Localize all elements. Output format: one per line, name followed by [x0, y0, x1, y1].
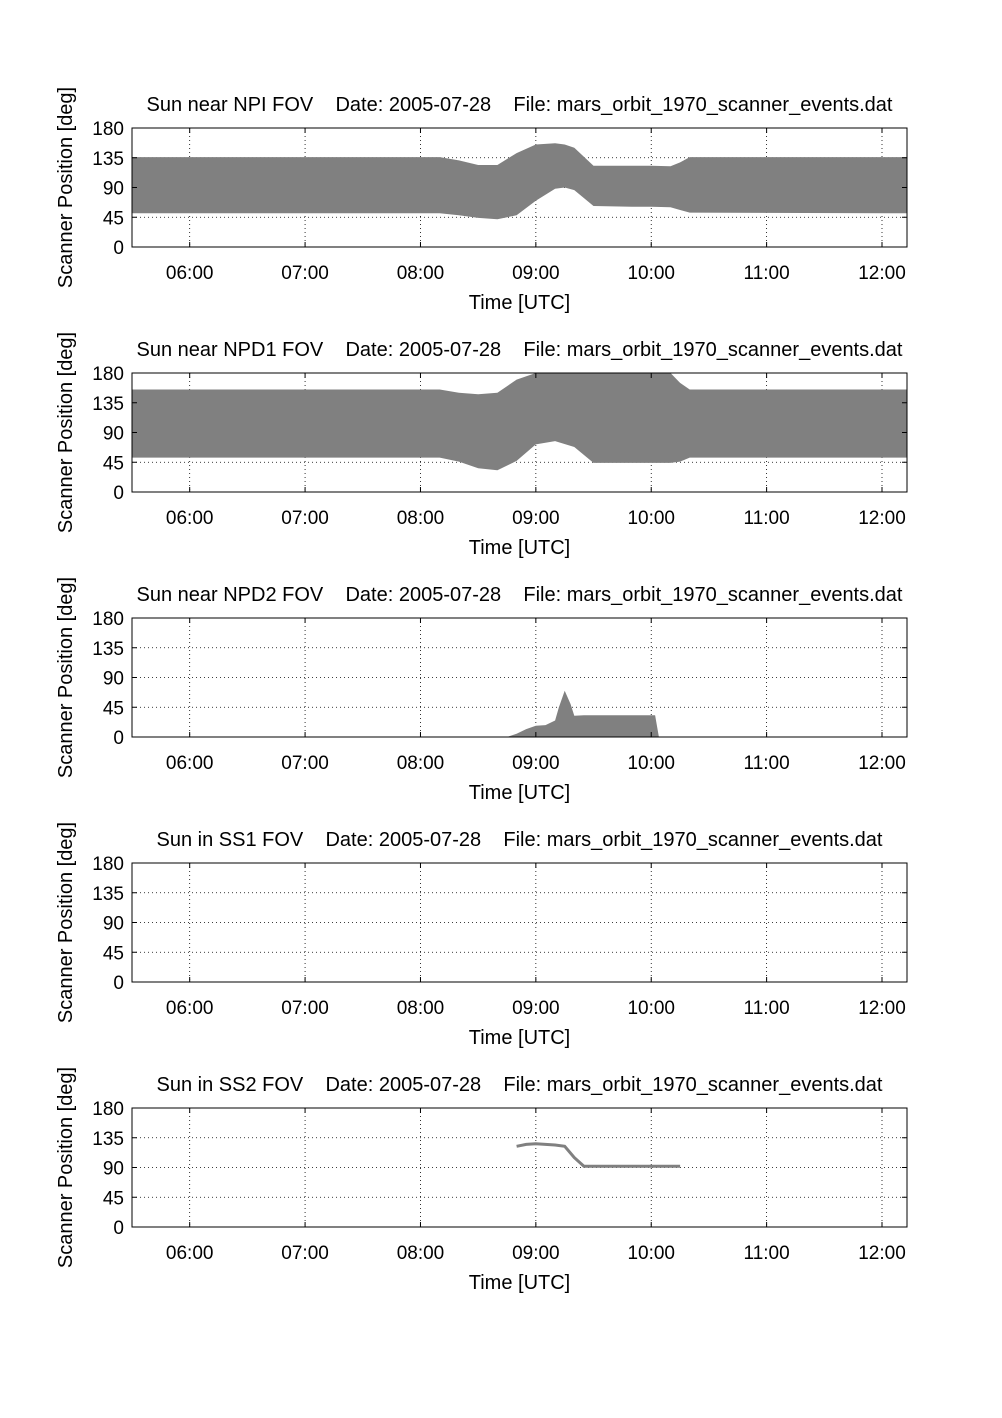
x-tick-label: 12:00 — [858, 508, 906, 529]
y-axis-label: Scanner Position [deg] — [55, 577, 77, 778]
y-tick-label: 0 — [113, 238, 124, 259]
x-tick-label: 11:00 — [744, 508, 790, 529]
x-tick-label: 12:00 — [858, 998, 906, 1019]
x-tick-label: 11:00 — [744, 1243, 790, 1264]
subplot-4: 06:00 07:00 08:00 09:00 10:00 11:00 12:00 0 45 90… — [55, 822, 908, 1049]
x-tick-label: 06:00 — [166, 998, 214, 1019]
y-tick-label: 180 — [92, 854, 124, 875]
y-tick-label: 135 — [92, 394, 124, 415]
y-tick-label: 45 — [103, 208, 124, 229]
x-tick-label: 07:00 — [281, 263, 329, 284]
y-tick-label: 135 — [92, 639, 124, 660]
x-tick-label: 10:00 — [627, 1243, 675, 1264]
y-tick-label: 180 — [92, 1099, 124, 1120]
x-tick-label: 09:00 — [512, 753, 560, 774]
x-tick-label: 07:00 — [281, 998, 329, 1019]
data-band — [132, 143, 907, 220]
x-tick-label: 08:00 — [397, 508, 445, 529]
x-tick-label: 07:00 — [281, 753, 329, 774]
chart-title: Sun near NPI FOV Date: 2005-07-28 File: … — [147, 94, 893, 116]
x-tick-label: 12:00 — [858, 1243, 906, 1264]
x-axis-label: Time [UTC] — [469, 1027, 570, 1049]
chart-title: Sun near NPD1 FOV Date: 2005-07-28 File:… — [137, 339, 903, 361]
x-tick-label: 09:00 — [512, 263, 560, 284]
y-tick-label: 0 — [113, 483, 124, 504]
x-tick-label: 11:00 — [744, 263, 790, 284]
y-tick-label: 180 — [92, 609, 124, 630]
x-tick-label: 09:00 — [512, 1243, 560, 1264]
y-tick-label: 135 — [92, 884, 124, 905]
x-tick-label: 10:00 — [627, 263, 675, 284]
x-tick-label: 08:00 — [397, 998, 445, 1019]
chart-title: Sun near NPD2 FOV Date: 2005-07-28 File:… — [137, 584, 903, 606]
x-tick-label: 07:00 — [281, 508, 329, 529]
subplot-1: 06:00 07:00 08:00 09:00 10:00 11:00 12:00 0 45 90… — [55, 87, 908, 314]
x-tick-label: 12:00 — [858, 753, 906, 774]
x-tick-label: 08:00 — [397, 263, 445, 284]
y-axis-label: Scanner Position [deg] — [55, 87, 77, 288]
x-tick-label: 06:00 — [166, 508, 214, 529]
y-tick-label: 45 — [103, 453, 124, 474]
y-axis-label: Scanner Position [deg] — [55, 822, 77, 1023]
y-tick-label: 90 — [103, 914, 124, 935]
y-tick-label: 180 — [92, 364, 124, 385]
y-tick-label: 45 — [103, 698, 124, 719]
y-tick-label: 45 — [103, 943, 124, 964]
subplot-3: 06:00 07:00 08:00 09:00 10:00 11:00 12:00 0 45 90… — [55, 577, 908, 804]
y-tick-label: 180 — [92, 119, 124, 140]
x-tick-label: 06:00 — [166, 263, 214, 284]
y-tick-label: 45 — [103, 1188, 124, 1209]
chart-title: Sun in SS2 FOV Date: 2005-07-28 File: ma… — [157, 1074, 883, 1096]
data-band — [507, 690, 659, 737]
y-tick-label: 90 — [103, 1159, 124, 1180]
y-tick-label: 0 — [113, 1218, 124, 1239]
x-axis-label: Time [UTC] — [469, 1272, 570, 1294]
y-tick-label: 135 — [92, 1129, 124, 1150]
y-axis-label: Scanner Position [deg] — [55, 332, 77, 533]
x-tick-label: 09:00 — [512, 508, 560, 529]
x-tick-label: 11:00 — [744, 753, 790, 774]
x-tick-label: 08:00 — [397, 1243, 445, 1264]
chart-title: Sun in SS1 FOV Date: 2005-07-28 File: ma… — [157, 829, 883, 851]
x-tick-label: 06:00 — [166, 1243, 214, 1264]
x-tick-label: 12:00 — [858, 263, 906, 284]
x-tick-label: 11:00 — [744, 998, 790, 1019]
x-axis-label: Time [UTC] — [469, 537, 570, 559]
y-axis-label: Scanner Position [deg] — [55, 1067, 77, 1268]
x-axis-label: Time [UTC] — [469, 782, 570, 804]
x-tick-label: 06:00 — [166, 753, 214, 774]
data-band — [132, 373, 907, 471]
y-tick-label: 135 — [92, 149, 124, 170]
x-tick-label: 09:00 — [512, 998, 560, 1019]
y-tick-label: 0 — [113, 973, 124, 994]
y-tick-label: 90 — [103, 669, 124, 690]
subplot-2: 06:00 07:00 08:00 09:00 10:00 11:00 12:00 0 45 90… — [55, 332, 908, 559]
x-tick-label: 10:00 — [627, 508, 675, 529]
x-tick-label: 10:00 — [627, 998, 675, 1019]
x-tick-label: 07:00 — [281, 1243, 329, 1264]
y-tick-label: 0 — [113, 728, 124, 749]
data-line — [516, 1142, 681, 1168]
y-tick-label: 90 — [103, 179, 124, 200]
subplot-5: 06:00 07:00 08:00 09:00 10:00 11:00 12:00 0 45 90… — [55, 1067, 908, 1294]
y-tick-label: 90 — [103, 424, 124, 445]
x-tick-label: 10:00 — [627, 753, 675, 774]
x-tick-label: 08:00 — [397, 753, 445, 774]
x-axis-label: Time [UTC] — [469, 292, 570, 314]
